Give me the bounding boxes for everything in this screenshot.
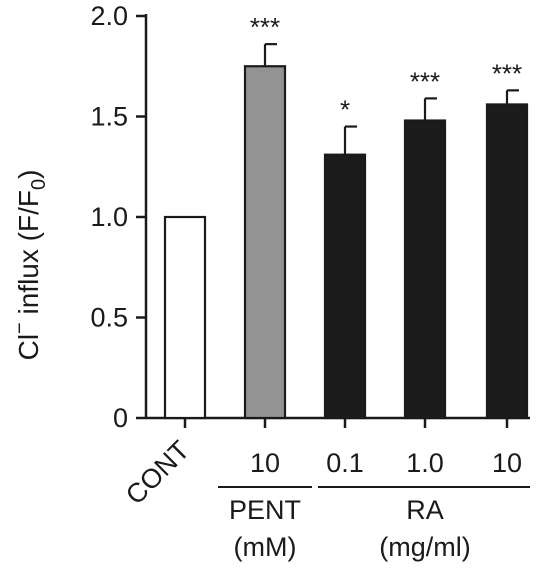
y-tick-label: 1.0 bbox=[90, 202, 128, 232]
group-label-ra: RA bbox=[406, 495, 444, 525]
y-axis-label-close: ) bbox=[13, 170, 44, 179]
y-axis-label-base: Cl bbox=[13, 334, 44, 360]
y-tick-label: 0.5 bbox=[90, 303, 128, 333]
y-tick-label: 1.5 bbox=[90, 102, 128, 132]
y-axis-label: Cl− influx (F/F0) bbox=[9, 170, 50, 361]
bars: ******* *** bbox=[163, 12, 529, 420]
category-label-ra01: 0.1 bbox=[326, 448, 364, 478]
significance-label-ra10: *** bbox=[410, 66, 440, 96]
y-tick-label: 2.0 bbox=[90, 1, 128, 31]
category-label-cont: CONT bbox=[120, 435, 195, 510]
category-label-ra10: 1.0 bbox=[406, 448, 444, 478]
bar-ra100 bbox=[485, 103, 529, 420]
y-ticks: 0 0.5 1.0 1.5 2.0 bbox=[90, 1, 146, 433]
category-label-pent10: 10 bbox=[250, 448, 280, 478]
group-unit-pent: (mM) bbox=[234, 532, 297, 562]
bar-ra10 bbox=[403, 119, 447, 420]
bar-pent10 bbox=[243, 65, 287, 420]
bar-ra01 bbox=[323, 153, 367, 420]
significance-label-ra100: *** bbox=[492, 58, 522, 88]
group-unit-ra: (mg/ml) bbox=[379, 532, 470, 562]
bar-cont bbox=[163, 215, 207, 420]
category-label-ra100: 10 bbox=[492, 448, 522, 478]
y-tick-label: 0 bbox=[113, 403, 128, 433]
y-axis-label-rest: influx (F/F bbox=[13, 190, 44, 322]
significance-label-ra01: * bbox=[340, 95, 350, 125]
significance-label-pent10: *** bbox=[250, 12, 280, 42]
y-axis-label-subscript: 0 bbox=[28, 179, 50, 190]
group-label-pent: PENT bbox=[229, 495, 301, 525]
x-category-labels: CONT 10 0.1 1.0 10 bbox=[120, 418, 522, 510]
y-axis-label-superscript: − bbox=[9, 322, 31, 334]
